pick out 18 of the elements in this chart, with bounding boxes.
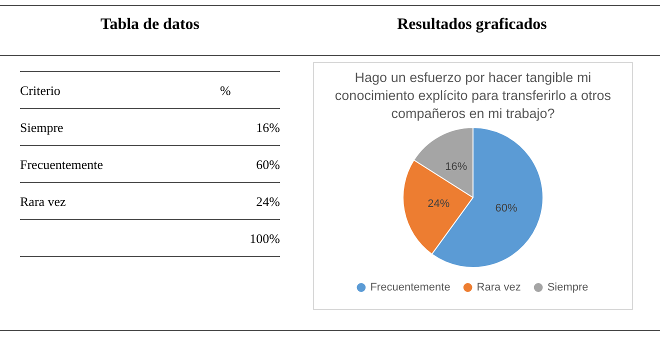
legend-label: Frecuentemente <box>370 282 450 294</box>
text: 16% <box>256 120 280 136</box>
data-label: 24% <box>428 198 450 210</box>
text: % <box>220 83 231 99</box>
text: Tabla de datos <box>100 16 200 34</box>
text: 60% <box>256 157 280 173</box>
text: Criterio <box>20 83 60 99</box>
text: Siempre <box>20 120 64 136</box>
text: Rara vez <box>20 194 66 210</box>
text: 24% <box>256 194 280 210</box>
text: Resultados graficados <box>396 16 548 34</box>
legend-label: Siempre <box>547 282 588 294</box>
legend-label: Rara vez <box>476 282 521 294</box>
chart-title: Hago un esfuerzo por hacer tangible mi conocimiento explícito para transferirlo a otros compañeros en mi trabajo? <box>334 69 612 123</box>
data-label: 60% <box>495 202 518 214</box>
text: 100% <box>250 231 280 247</box>
text: Frecuentemente <box>20 157 104 173</box>
data-label: 16% <box>445 160 468 173</box>
